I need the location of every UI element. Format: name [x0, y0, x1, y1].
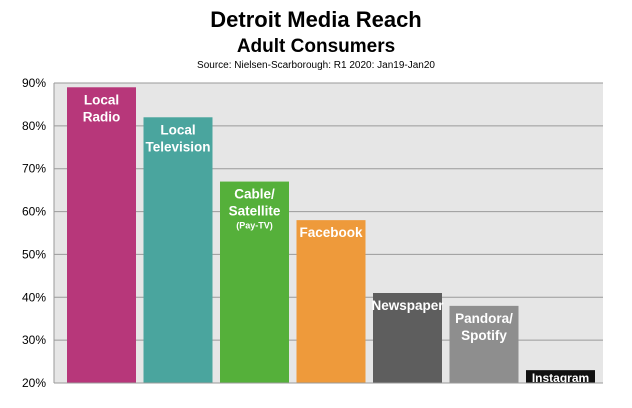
bar-sublabel: (Pay-TV) — [236, 221, 273, 231]
y-tick-label: 30% — [22, 333, 46, 347]
y-tick-label: 40% — [22, 290, 46, 304]
bar — [373, 293, 442, 383]
bar — [143, 117, 213, 384]
bar-label: Local — [160, 122, 195, 137]
y-tick-label: 70% — [22, 162, 46, 176]
bar-label: Newspaper — [371, 298, 444, 313]
bar-label: Instagram — [532, 371, 589, 385]
bar-label: Local — [84, 92, 119, 107]
bar-label: Television — [145, 139, 210, 154]
chart-title: Detroit Media Reach — [210, 7, 422, 32]
chart-source: Source: Nielsen-Scarborough: R1 2020: Ja… — [197, 60, 435, 71]
y-tick-label: 80% — [22, 119, 46, 133]
plot-area: 20% 30% 40% 50% 60% 70% 80% 90% Local Radio Local T… — [22, 76, 603, 390]
bar-label: Radio — [83, 109, 121, 124]
chart-subtitle: Adult Consumers — [237, 36, 395, 57]
bar — [220, 181, 289, 383]
bar — [526, 370, 595, 383]
y-tick-label: 50% — [22, 247, 46, 261]
bar-label: Spotify — [461, 328, 507, 343]
bar — [296, 220, 366, 383]
bar-label: Satellite — [229, 204, 281, 219]
y-tick-label: 90% — [22, 76, 46, 90]
bar-label: Cable/ — [234, 187, 275, 202]
y-tick-label: 20% — [22, 376, 46, 390]
bar-label: Facebook — [299, 225, 363, 240]
bar-label: Pandora/ — [455, 311, 513, 326]
bar — [67, 87, 136, 384]
y-tick-label: 60% — [22, 205, 46, 219]
bar — [449, 305, 519, 383]
